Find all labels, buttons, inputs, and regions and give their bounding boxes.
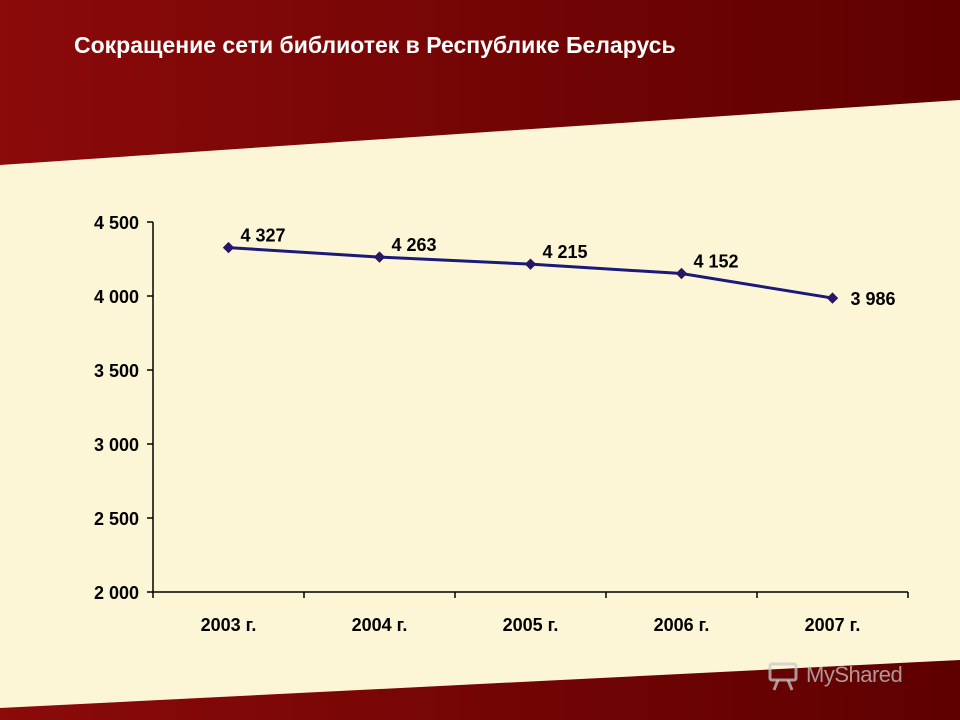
y-tick-label: 3 000 [94, 435, 139, 455]
x-tick-label: 2004 г. [352, 615, 408, 635]
data-point [524, 258, 537, 270]
y-tick-label: 3 500 [94, 361, 139, 381]
watermark: MyShared [766, 656, 936, 696]
y-tick-label: 4 500 [94, 213, 139, 233]
chart-axes [152, 222, 908, 593]
y-axis-ticks: 2 000 2 500 3 000 3 500 4 000 4 500 [94, 213, 153, 603]
watermark-text: MyShared [806, 662, 903, 687]
data-label: 4 152 [694, 252, 739, 272]
x-tick-label: 2006 г. [654, 615, 710, 635]
data-label: 4 327 [241, 226, 286, 246]
y-tick-label: 2 500 [94, 509, 139, 529]
x-axis-ticks: 2003 г. 2004 г. 2005 г. 2006 г. 2007 г. [152, 592, 909, 635]
data-point [675, 267, 688, 280]
x-tick-label: 2005 г. [503, 615, 559, 635]
data-label: 4 263 [392, 235, 437, 255]
data-point [826, 292, 839, 304]
series-group: 4 327 4 263 4 215 4 152 3 986 [222, 226, 896, 309]
x-tick-label: 2007 г. [805, 615, 861, 635]
projector-icon [768, 662, 798, 691]
data-point [222, 241, 235, 254]
page-title: Сокращение сети библиотек в Республике Б… [74, 32, 676, 58]
series-line [228, 246, 833, 300]
data-label: 4 215 [543, 242, 588, 262]
data-point [373, 251, 386, 263]
plot-area-panel [0, 100, 960, 708]
y-tick-label: 2 000 [94, 583, 139, 603]
data-label: 3 986 [851, 289, 896, 309]
y-tick-label: 4 000 [94, 287, 139, 307]
x-tick-label: 2003 г. [201, 615, 257, 635]
